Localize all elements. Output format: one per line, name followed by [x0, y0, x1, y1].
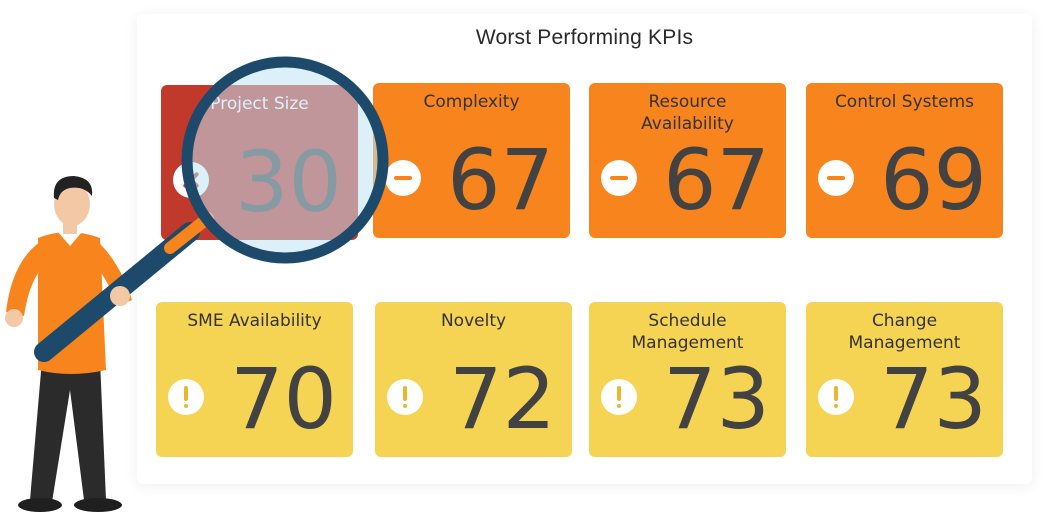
kpi-card-complexity[interactable]: Complexity 67: [373, 83, 570, 238]
kpi-value: 72: [449, 350, 556, 448]
kpi-value: 73: [880, 350, 987, 448]
kpi-label: Novelty: [440, 311, 507, 331]
kpi-label: SME Availability: [187, 311, 322, 331]
kpi-label: Schedule Management: [631, 311, 744, 353]
kpi-value: 73: [663, 350, 770, 448]
kpi-card-resource-availability[interactable]: Resource Availability 67: [589, 83, 786, 238]
kpi-value: 67: [447, 131, 554, 229]
kpi-label: Change Management: [848, 311, 961, 353]
cross-icon: [173, 162, 209, 198]
kpi-value: 67: [663, 131, 770, 229]
minus-icon: [385, 160, 421, 196]
kpi-card-schedule-management[interactable]: Schedule Management 73: [589, 302, 786, 457]
kpi-value: 70: [230, 350, 337, 448]
exclamation-icon: [168, 379, 204, 415]
exclamation-icon: [818, 379, 854, 415]
kpi-value: 30: [235, 133, 342, 231]
kpi-card-control-systems[interactable]: Control Systems 69: [806, 83, 1003, 238]
person-figure: [5, 176, 132, 512]
kpi-label: Control Systems: [834, 92, 975, 112]
kpi-value: 69: [880, 131, 987, 229]
kpi-card-sme-availability[interactable]: SME Availability 70: [156, 302, 353, 457]
minus-icon: [818, 160, 854, 196]
page-title: Worst Performing KPIs: [475, 26, 694, 49]
exclamation-icon: [601, 379, 637, 415]
kpi-card-novelty[interactable]: Novelty 72: [375, 302, 572, 457]
kpi-label: Resource Availability: [641, 92, 734, 134]
kpi-card-project-size[interactable]: Project Size 30: [161, 85, 358, 240]
exclamation-icon: [387, 379, 423, 415]
minus-icon: [601, 160, 637, 196]
kpi-card-change-management[interactable]: Change Management 73: [806, 302, 1003, 457]
kpi-label: Project Size: [210, 94, 309, 114]
kpi-label: Complexity: [423, 92, 520, 112]
